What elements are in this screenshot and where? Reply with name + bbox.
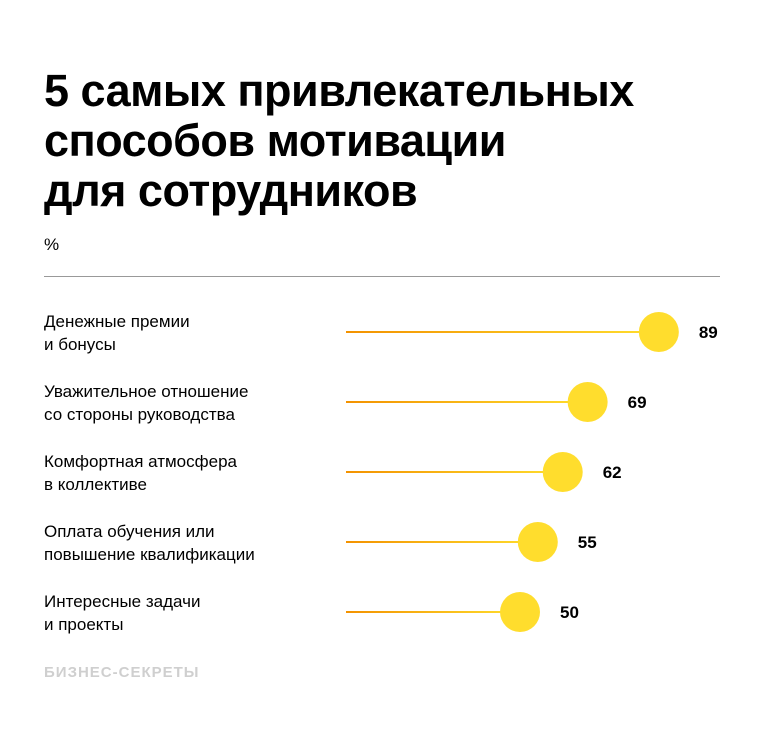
title-line: способов мотивации [44,115,506,166]
value-label: 62 [603,463,622,482]
category-label-line: со стороны руководства [44,405,235,424]
category-label-line: Интересные задачи [44,592,201,611]
lollipop-dot [517,522,558,562]
lollipop-stem [346,541,538,543]
lollipop-stem [346,471,563,473]
category-label-line: повышение квалификации [44,545,255,564]
value-label: 69 [628,393,647,412]
category-label-line: и бонусы [44,335,116,354]
category-label-line: Комфортная атмосфера [44,452,237,471]
title-line: 5 самых привлекательных [44,65,634,116]
lollipop-stem [346,401,588,403]
title-line: для сотрудников [44,165,418,216]
category-label: Денежные премии и бонусы [44,310,190,356]
lollipop-stem [346,611,520,613]
lollipop-stem [346,331,659,333]
category-label: Интересные задачи и проекты [44,590,200,636]
lollipop-dot [542,452,583,492]
category-label-line: Оплата обучения или [44,522,215,541]
value-label: 50 [560,603,579,622]
category-label-line: в коллективе [44,475,147,494]
category-label: Оплата обучения или повышение квалификаци… [44,520,255,566]
lollipop-dot [567,382,608,422]
lollipop-dot [638,312,679,352]
value-label: 55 [578,533,597,552]
category-label: Уважительное отношение со стороны руковод… [44,380,248,426]
source-logo: БИЗНЕС-СЕКРЕТЫ [44,664,200,681]
category-label-line: Денежные премии [44,312,190,331]
category-label-line: Уважительное отношение [44,382,249,401]
unit-label: % [44,235,60,254]
divider [44,276,720,277]
chart-title: 5 самых привлекательных способов мотивац… [44,66,634,216]
value-label: 89 [699,323,718,342]
category-label: Комфортная атмосфера в коллективе [44,450,237,496]
category-label-line: и проекты [44,615,124,634]
lollipop-dot [500,592,540,632]
